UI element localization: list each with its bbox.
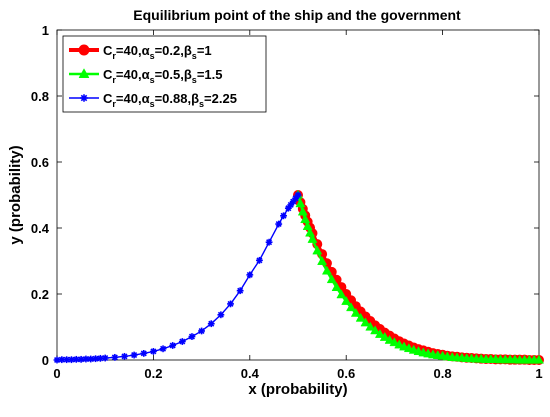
legend-label: Cr=40,αs=0.5,βs=1.5 (103, 67, 222, 85)
legend-label-part: s (192, 51, 197, 61)
data-point (280, 212, 287, 220)
legend-label-part: =0.88,β (155, 91, 200, 106)
data-point (78, 68, 90, 78)
chart-title: Equilibrium point of the ship and the go… (133, 7, 461, 23)
data-point (150, 348, 157, 355)
data-point (360, 317, 371, 327)
x-tick-label: 0 (53, 366, 60, 381)
series-3 (53, 191, 302, 364)
x-tick-label: 0.2 (144, 366, 162, 381)
data-point (80, 94, 88, 102)
data-point (207, 320, 215, 328)
x-axis-label: x (probability) (248, 381, 347, 398)
data-point (350, 307, 361, 317)
series-layer (53, 189, 544, 365)
legend-label-part: =40,α (116, 43, 150, 58)
legend-label-part: C (103, 43, 113, 58)
data-point (346, 302, 357, 312)
data-point (227, 300, 234, 308)
legend-label-part: s (150, 99, 155, 109)
data-point (321, 265, 332, 275)
data-point (331, 282, 342, 292)
data-point (365, 321, 376, 331)
y-tick-label: 0 (42, 353, 49, 368)
data-point (188, 333, 196, 340)
data-point (300, 214, 311, 224)
y-tick-label: 0.4 (31, 221, 50, 236)
x-tick-label: 1 (535, 366, 542, 381)
data-point (297, 206, 308, 216)
legend-label-part: s (150, 75, 155, 85)
data-point (256, 256, 263, 264)
data-point (159, 345, 167, 353)
data-point (534, 354, 544, 364)
data-point (101, 354, 109, 362)
data-point (265, 238, 273, 246)
data-point (58, 356, 66, 364)
data-point (312, 245, 323, 255)
legend-label-part: =1 (197, 43, 212, 58)
y-tick-label: 0.2 (31, 287, 49, 302)
legend-label-part: C (103, 91, 113, 106)
data-point (92, 355, 99, 363)
legend-label-part: s (199, 99, 204, 109)
data-point (317, 256, 328, 265)
data-point (302, 221, 313, 230)
legend: Cr=40,αs=0.2,βs=1Cr=40,αs=0.5,βs=1.5Cr=4… (62, 35, 267, 113)
data-point (294, 191, 302, 199)
data-point (111, 353, 119, 361)
data-point (275, 220, 283, 228)
data-point (374, 328, 385, 338)
data-point (355, 312, 366, 322)
data-point (341, 295, 352, 305)
data-point (121, 352, 128, 360)
legend-label-part: r (112, 99, 116, 109)
data-point (236, 287, 244, 295)
legend-item: Cr=40,αs=0.88,βs=2.25 (69, 91, 237, 109)
legend-label: Cr=40,αs=0.2,βs=1 (103, 43, 212, 61)
legend-label: Cr=40,αs=0.88,βs=2.25 (103, 91, 237, 109)
legend-item: Cr=40,αs=0.5,βs=1.5 (69, 67, 222, 85)
x-tick-label: 0.8 (434, 366, 452, 381)
data-point (384, 334, 395, 344)
data-point (140, 350, 148, 357)
legend-label-part: =40,α (116, 67, 150, 82)
data-point (198, 327, 205, 335)
legend-label-part: C (103, 67, 113, 82)
axis-ticks: 0 0.2 0.4 0.6 0.8 1 0 0.2 0.4 0.6 0.8 1 (31, 23, 543, 381)
legend-label-part: s (192, 75, 197, 85)
legend-label-part: r (112, 51, 116, 61)
data-point (169, 342, 177, 349)
legend-label-part: =40,α (116, 91, 150, 106)
x-tick-label: 0.4 (241, 366, 260, 381)
data-point (307, 233, 318, 243)
series-2 (293, 189, 544, 364)
data-point (295, 198, 306, 208)
legend-label-part: =0.2,β (155, 43, 192, 58)
legend-label-part: r (112, 75, 116, 85)
y-tick-label: 0.8 (31, 89, 49, 104)
data-point (217, 311, 225, 319)
legend-label-part: s (150, 51, 155, 61)
legend-item: Cr=40,αs=0.2,βs=1 (69, 43, 212, 61)
y-tick-label: 0.6 (31, 155, 49, 170)
data-point (78, 44, 90, 56)
data-point (178, 338, 186, 345)
data-point (370, 325, 381, 335)
x-tick-label: 0.6 (337, 366, 355, 381)
data-point (379, 331, 390, 341)
legend-label-part: =0.5,β (155, 67, 192, 82)
y-tick-label: 1 (42, 23, 49, 38)
data-point (389, 337, 400, 347)
data-point (326, 274, 337, 284)
data-point (246, 271, 254, 279)
data-point (53, 356, 61, 364)
legend-label-part: =2.25 (204, 91, 237, 106)
y-axis-label: y (probability) (7, 145, 24, 244)
data-point (336, 289, 347, 299)
data-point (130, 351, 138, 359)
legend-label-part: =1.5 (197, 67, 223, 82)
